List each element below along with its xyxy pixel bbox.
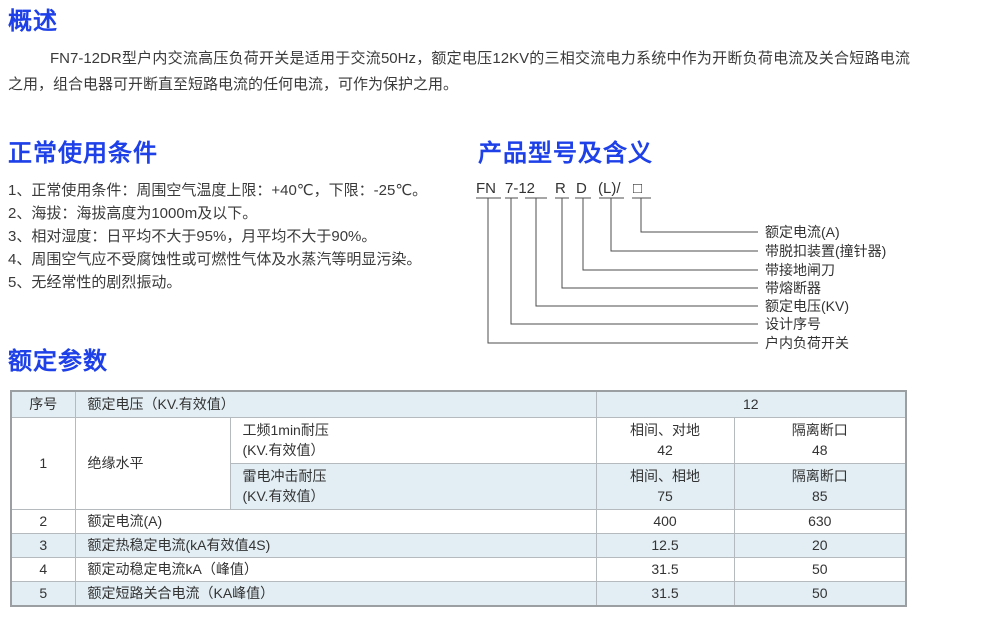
value-number: 48 [811,442,828,458]
model-label-rated-current: 额定电流(A) [765,224,840,240]
conditions-list: 1、正常使用条件：周围空气温度上限：+40℃，下限：-25℃。 2、海拔：海拔高… [8,179,427,294]
model-label-with-fuse: 带熔断器 [765,280,821,296]
cell-value: 50 [733,580,907,607]
cell-value: 50 [733,556,907,582]
model-code-segment: D [576,180,587,197]
model-label-earthing-knife: 带接地闸刀 [765,262,835,278]
model-diagram-lines: FN 7-12 R D (L)/ □ [476,180,758,344]
model-code-segment: 7-12 [505,180,535,197]
condition-item: 1、正常使用条件：周围空气温度上限：+40℃，下限：-25℃。 [8,182,428,199]
cell-no: 2 [10,508,76,534]
cell-value: 12.5 [595,532,735,558]
cell-test-name: 雷电冲击耐压 (KV.有效值） [229,462,597,510]
value-number: 85 [811,488,828,504]
condition-item: 3、相对湿度：日平均不大于95%，月平均不大于90%。 [8,228,377,245]
value-number: 75 [657,488,673,504]
table-row: 2 额定电流(A) 400 630 [10,508,907,534]
model-code-segment: □ [633,180,642,197]
value-condition: 相间、相地 [630,468,700,484]
table-row: 4 额定动稳定电流kA（峰值） 31.5 50 [10,556,907,582]
test-name: 雷电冲击耐压 [242,468,327,484]
table-header-row: 序号 额定电压（KV.有效值） 12 [10,390,907,418]
cell-value: 隔离断口 85 [733,462,907,510]
value-condition: 相间、对地 [630,422,700,438]
cell-insulation-name: 绝缘水平 [74,416,231,510]
model-label-indoor-switch: 户内负荷开关 [765,335,849,351]
cell-no: 4 [10,556,76,582]
cell-value: 相间、相地 75 [595,462,735,510]
cell-no: 1 [10,416,76,510]
section-title-overview: 概述 [8,8,58,35]
cell-param-name: 额定短路关合电流（KA峰值） [74,580,597,607]
model-code-segment: R [555,180,566,197]
cell-value: 相间、对地 42 [595,416,735,464]
cell-value: 31.5 [595,580,735,607]
model-code-segment: (L)/ [598,180,621,197]
section-title-params: 额定参数 [8,348,108,375]
cell-value: 31.5 [595,556,735,582]
header-cell-voltage: 12 [595,390,907,418]
condition-item: 4、周围空气应不受腐蚀性或可燃性气体及水蒸汽等明显污染。 [8,251,422,268]
section-title-conditions: 正常使用条件 [8,140,158,167]
table-row-insulation-2: 雷电冲击耐压 (KV.有效值） 相间、相地 75 隔离断口 85 [11,462,907,510]
value-condition: 隔离断口 [791,468,848,484]
cell-test-name: 工频1min耐压 (KV.有效值） [229,416,597,464]
test-name: 工频1min耐压 [242,422,329,438]
condition-item: 5、无经常性的剧烈振动。 [8,274,182,291]
model-label-design-serial: 设计序号 [765,316,821,332]
cell-param-name: 额定热稳定电流(kA有效值4S) [74,532,597,558]
test-unit: (KV.有效值） [242,488,325,504]
cell-value: 400 [595,508,735,534]
condition-item: 2、海拔：海拔高度为1000m及以下。 [8,205,258,222]
overview-paragraph: FN7-12DR型户内交流高压负荷开关是适用于交流50Hz，额定电压12KV的三… [8,50,910,93]
test-unit: (KV.有效值） [242,442,325,458]
cell-no: 5 [10,580,76,607]
table-row: 5 额定短路关合电流（KA峰值） 31.5 50 [10,580,907,607]
rated-params-table: 序号 额定电压（KV.有效值） 12 1 绝缘水平 工频1min耐压 (KV.有… [10,390,907,607]
header-cell-param: 额定电压（KV.有效值） [74,390,597,418]
cell-param-name: 额定动稳定电流kA（峰值） [74,556,597,582]
model-designation-diagram: FN 7-12 R D (L)/ □ 额定电流(A) 带脱扣装置(撞针器) 带接… [470,178,1000,355]
value-condition: 隔离断口 [791,422,848,438]
model-label-trip-device: 带脱扣装置(撞针器) [765,243,887,259]
cell-param-name: 额定电流(A) [74,508,597,534]
value-number: 42 [657,442,673,458]
cell-value: 630 [733,508,907,534]
table-row: 3 额定热稳定电流(kA有效值4S) 12.5 20 [10,532,907,558]
header-cell-no: 序号 [10,390,76,418]
section-title-model: 产品型号及含义 [478,140,653,167]
cell-no: 3 [10,532,76,558]
model-code-segment: FN [476,180,496,197]
table-row-insulation-1: 1 绝缘水平 工频1min耐压 (KV.有效值） 相间、对地 42 隔离断口 4… [10,416,907,510]
model-label-rated-voltage: 额定电压(KV) [765,298,849,314]
cell-value: 隔离断口 48 [733,416,907,464]
cell-value: 20 [733,532,907,558]
